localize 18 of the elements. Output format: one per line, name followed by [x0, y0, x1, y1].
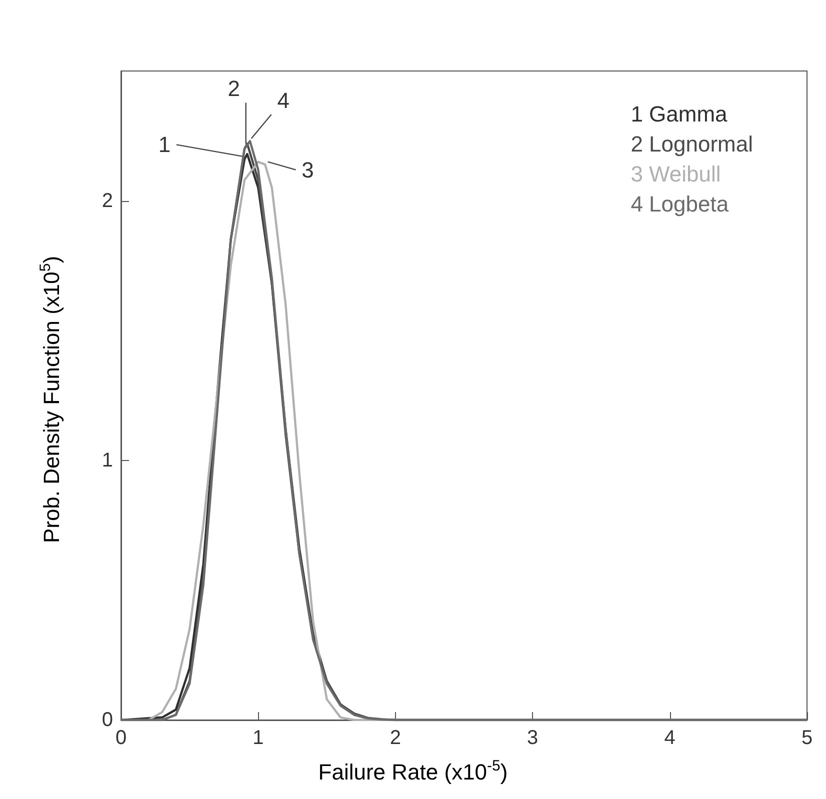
x-tick-label: 0	[115, 727, 127, 749]
x-tick-label: 3	[527, 727, 538, 749]
text: 1 Gamma	[630, 102, 728, 126]
text: 2 Lognormal	[630, 132, 754, 156]
annotation: 4	[277, 88, 290, 113]
text: 3 Weibull	[630, 162, 721, 186]
x-tick-label: 1	[252, 727, 264, 749]
annotation: 2	[228, 76, 240, 102]
annotation: 1	[158, 132, 171, 158]
y-tick-label: 2	[102, 190, 113, 212]
x-tick-label: 2	[390, 727, 401, 749]
annotation: 3	[302, 157, 314, 182]
y-axis-title: Prob. Density Function (x105)	[37, 256, 64, 544]
x-tick-label: 5	[801, 727, 813, 749]
y-tick-label: 1	[102, 449, 113, 472]
y-tick-label: 0	[102, 709, 113, 731]
text: 4 Logbeta	[630, 192, 730, 216]
x-tick-label: 4	[664, 727, 676, 749]
